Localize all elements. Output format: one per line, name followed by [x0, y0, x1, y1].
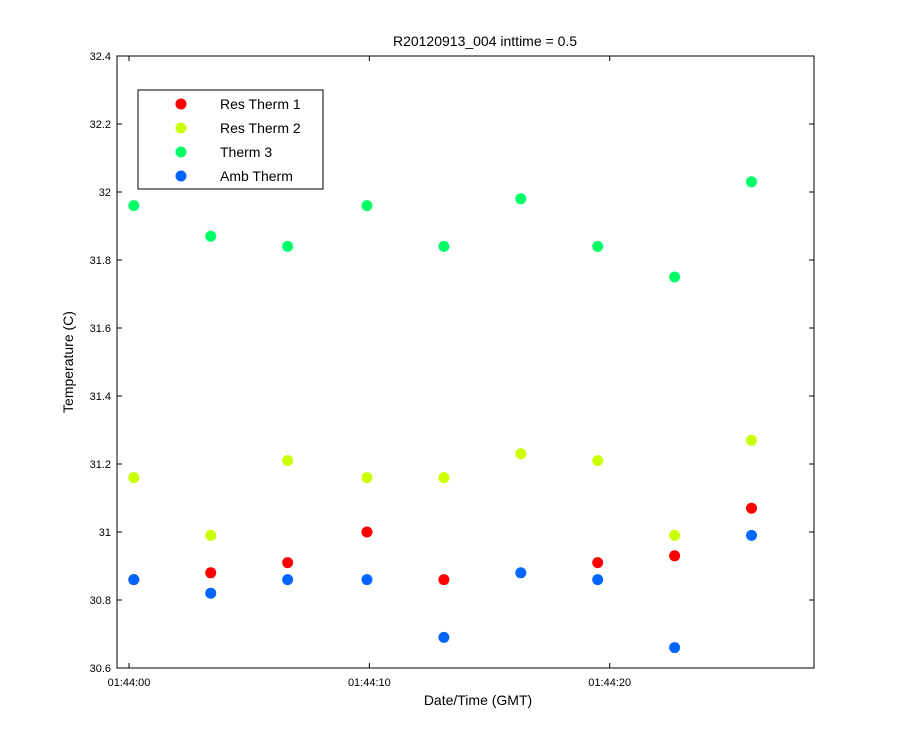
y-tick-label: 31.2 [90, 459, 111, 471]
data-point [361, 526, 373, 538]
data-point [128, 200, 140, 212]
x-axis: 01:44:00 01:44:10 01:44:20 [108, 56, 631, 689]
legend-label: Amb Therm [220, 168, 293, 184]
chart-title: R20120913_004 inttime = 0.5 [393, 33, 577, 49]
data-point [515, 567, 527, 579]
y-tick-label: 32 [99, 187, 111, 199]
legend-box [137, 89, 324, 190]
data-point [361, 472, 373, 484]
y-tick-label: 31.8 [90, 255, 111, 267]
y-tick-label: 31 [99, 527, 111, 539]
legend-label: Res Therm 2 [220, 120, 301, 136]
data-point [205, 529, 217, 541]
data-point [669, 550, 681, 562]
x-tick-label: 01:44:00 [108, 677, 151, 689]
y-tick-label: 31.6 [90, 323, 111, 335]
data-point [515, 448, 527, 460]
series-amb-therm [128, 529, 758, 654]
data-point [205, 587, 217, 599]
data-point [592, 557, 604, 569]
data-point [438, 472, 450, 484]
data-point [438, 631, 450, 643]
data-point [746, 502, 758, 514]
legend-label: Res Therm 1 [220, 96, 301, 112]
data-point [282, 557, 294, 569]
y-axis: 30.6 30.8 31 31.2 31.4 31.6 31.8 32 32.2 32.4 [90, 51, 814, 675]
data-point [438, 574, 450, 586]
data-point [128, 574, 140, 586]
y-axis-label: Temperature (C) [60, 311, 76, 413]
data-point [282, 574, 294, 586]
data-point [746, 176, 758, 188]
data-point [592, 455, 604, 467]
data-point [438, 240, 450, 252]
data-point [592, 240, 604, 252]
data-point [515, 193, 527, 205]
legend-label: Therm 3 [220, 144, 272, 160]
x-axis-label: Date/Time (GMT) [424, 692, 532, 708]
data-point [669, 529, 681, 541]
legend-marker [175, 98, 187, 110]
data-point [361, 574, 373, 586]
data-point [205, 567, 217, 579]
series-res-therm-2 [128, 434, 758, 541]
y-tick-label: 30.8 [90, 595, 111, 607]
data-point [205, 230, 217, 242]
data-point [746, 529, 758, 541]
legend-marker [175, 122, 187, 134]
y-tick-label: 31.4 [90, 391, 111, 403]
data-point [282, 240, 294, 252]
y-tick-label: 32.4 [90, 51, 111, 63]
data-point [746, 434, 758, 446]
data-point [669, 271, 681, 283]
data-point [282, 455, 294, 467]
data-point [592, 574, 604, 586]
data-point [361, 200, 373, 212]
x-tick-label: 01:44:10 [348, 677, 391, 689]
legend: Res Therm 1 Res Therm 2 Therm 3 Amb Therm [137, 89, 324, 190]
data-point [669, 642, 681, 654]
data-points [128, 176, 758, 654]
y-tick-label: 30.6 [90, 663, 111, 675]
series-therm-3 [128, 176, 758, 283]
y-tick-label: 32.2 [90, 119, 111, 131]
legend-marker [175, 146, 187, 158]
legend-marker [175, 170, 187, 182]
data-point [128, 472, 140, 484]
x-tick-label: 01:44:20 [588, 677, 631, 689]
